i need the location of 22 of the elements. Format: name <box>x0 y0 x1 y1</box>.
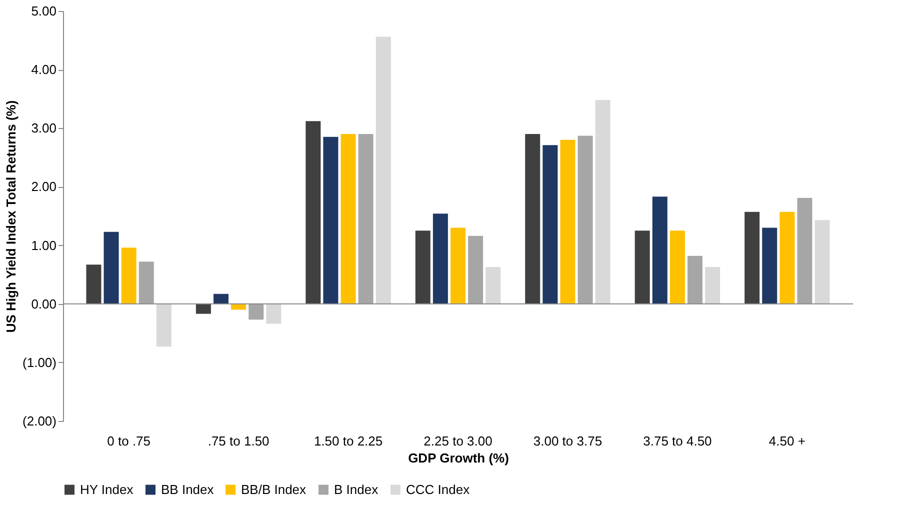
x-tick-label: .75 to 1.50 <box>208 434 270 448</box>
x-tick-label: 4.50 + <box>768 434 806 448</box>
y-tick-label: 2.00 <box>31 179 56 194</box>
y-tick-label: 3.00 <box>31 120 56 136</box>
x-tick-label: 3.75 to 4.50 <box>643 434 712 448</box>
y-tick-label: 5.00 <box>31 4 56 18</box>
y-tick-label: 1.00 <box>31 238 56 253</box>
x-axis-title: GDP Growth (%) <box>408 450 509 466</box>
y-tick-label: (2.00) <box>22 414 56 428</box>
x-tick-label: 3.00 to 3.75 <box>533 434 602 448</box>
x-tick-label: 2.25 to 3.00 <box>424 434 492 448</box>
x-tick-label: 0 to .75 <box>107 434 151 448</box>
legend-label: BB Index <box>161 482 214 497</box>
y-tick-label: 4.00 <box>31 62 56 78</box>
y-axis-title: US High Yield Index Total Returns (%) <box>4 100 19 333</box>
legend-label: CCC Index <box>406 482 470 497</box>
y-tick-label: 0.00 <box>31 296 56 312</box>
y-tick-label: (1.00) <box>22 354 56 370</box>
legend-label: BB/B Index <box>241 482 307 497</box>
x-tick-label: 1.50 to 2.25 <box>314 434 383 448</box>
legend-label: B Index <box>334 482 379 497</box>
legend-label: HY Index <box>80 482 134 497</box>
